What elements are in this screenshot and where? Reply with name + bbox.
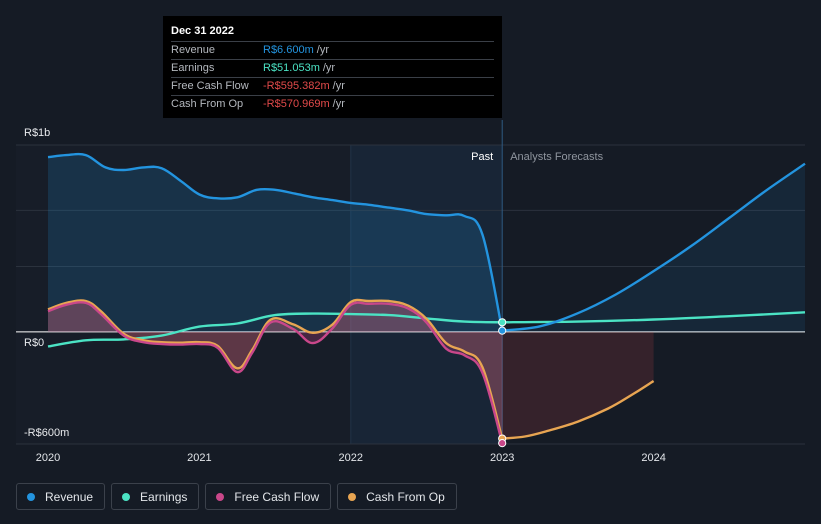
- cash-from-op-forecast-line: [502, 379, 655, 440]
- legend-dot-free-cash-flow: [216, 492, 225, 501]
- legend-item-cash-from-op[interactable]: Cash From Op: [337, 483, 457, 510]
- tooltip-row-cfo: Cash From Op -R$570.969m /yr: [171, 95, 494, 113]
- tooltip-revenue-value: R$6.600m: [263, 44, 314, 56]
- series-lines: [47, 152, 806, 444]
- tooltip-revenue-unit: /yr: [316, 44, 329, 56]
- tooltip-revenue-label: Revenue: [171, 44, 216, 56]
- tooltip-cfo-unit: /yr: [332, 98, 345, 110]
- tooltip-earnings-label: Earnings: [171, 62, 215, 74]
- tooltip-earnings-value: R$51.053m: [263, 62, 320, 74]
- tooltip-fcf-value: -R$595.382m: [263, 80, 330, 92]
- tooltip-row-fcf: Free Cash Flow -R$595.382m /yr: [171, 77, 494, 95]
- legend-dot-cash-from-op: [348, 492, 357, 501]
- y-tick-label: -R$600m: [24, 427, 69, 439]
- tooltip-fcf-unit: /yr: [332, 80, 345, 92]
- legend-item-revenue[interactable]: Revenue: [16, 483, 106, 510]
- x-tick-label: 2020: [36, 452, 60, 464]
- legend-label-earnings: Earnings: [140, 489, 188, 504]
- x-tick-label: 2022: [339, 452, 363, 464]
- axis-labels: R$1b R$0 -R$600m 2020 2021 2022 2023 2024 Past An…: [24, 127, 666, 464]
- free-cash-flow-marker: [498, 439, 507, 448]
- series-markers: [498, 318, 507, 448]
- revenue-past-line: [47, 152, 504, 331]
- free-cash-flow-past-area: [48, 302, 503, 444]
- tooltip-row-revenue: Revenue R$6.600m /yr: [171, 41, 494, 59]
- legend-item-earnings[interactable]: Earnings: [111, 483, 200, 510]
- cash-from-op-forecast-area: [502, 331, 654, 439]
- highlight-region: [350, 145, 503, 444]
- legend-label-free-cash-flow: Free Cash Flow: [234, 489, 320, 504]
- legend-dot-revenue: [27, 492, 35, 501]
- tooltip-date: Dec 31 2022: [171, 25, 234, 37]
- tooltip-row-earnings: Earnings R$51.053m /yr: [171, 59, 494, 77]
- x-tick-label: 2024: [641, 452, 665, 464]
- tooltip: Dec 31 2022 Revenue R$6.600m /yr Earning…: [163, 16, 502, 118]
- legend: Revenue Earnings Free Cash Flow Cash Fro…: [16, 483, 457, 510]
- y-tick-label: R$0: [24, 337, 44, 349]
- tooltip-earnings-unit: /yr: [322, 62, 336, 74]
- tooltip-cfo-label: Cash From Op: [171, 98, 244, 110]
- revenue-forecast-area: [502, 163, 805, 332]
- legend-label-revenue: Revenue: [45, 489, 94, 504]
- y-tick-label: R$1b: [24, 127, 50, 139]
- cash-from-op-past-line: [47, 298, 504, 439]
- free-cash-flow-past-line: [47, 301, 504, 444]
- legend-label-cash-from-op: Cash From Op: [366, 489, 445, 504]
- revenue-forecast-line: [502, 162, 806, 332]
- earnings-marker: [498, 318, 507, 327]
- legend-dot-earnings: [122, 492, 131, 501]
- legend-item-free-cash-flow[interactable]: Free Cash Flow: [205, 483, 332, 510]
- chart-background-layer: [16, 145, 503, 444]
- x-tick-label: 2021: [187, 452, 211, 464]
- tooltip-fcf-label: Free Cash Flow: [171, 80, 249, 92]
- past-label: Past: [471, 151, 493, 163]
- x-tick-label: 2023: [490, 452, 514, 464]
- revenue-past-area: [48, 154, 503, 332]
- revenue-marker: [498, 326, 507, 335]
- tooltip-cfo-value: -R$570.969m: [263, 98, 330, 110]
- forecast-label: Analysts Forecasts: [510, 151, 603, 163]
